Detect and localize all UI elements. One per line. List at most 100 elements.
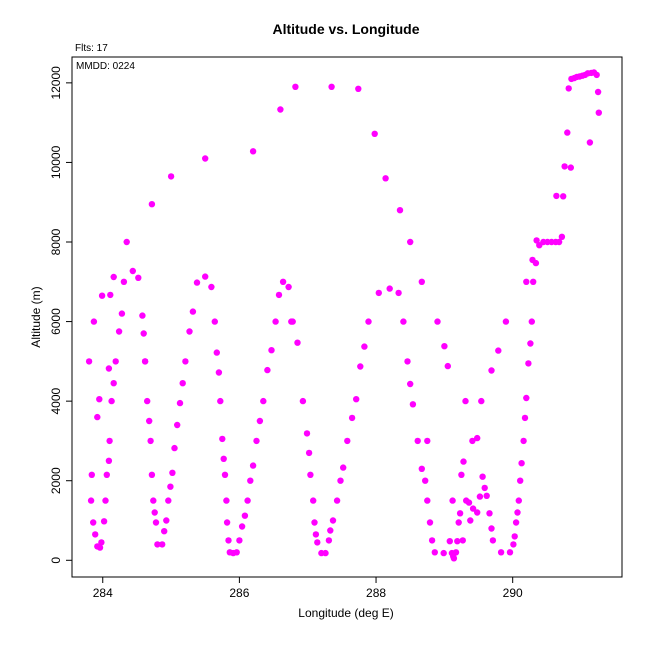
data-point [88, 471, 96, 478]
data-point [150, 497, 157, 504]
data-point [107, 291, 114, 299]
data-point [139, 312, 146, 319]
data-points [85, 69, 602, 562]
data-point [129, 267, 136, 275]
data-point [479, 473, 486, 480]
data-point [530, 278, 537, 285]
data-point [275, 291, 283, 299]
data-point [523, 278, 530, 285]
data-point [144, 397, 151, 405]
data-point [322, 549, 329, 557]
data-point [422, 477, 429, 484]
data-point [219, 435, 226, 443]
data-point [272, 318, 279, 325]
data-point [353, 396, 360, 403]
y-tick-label: 4000 [49, 387, 63, 414]
date-label: MMDD: 0224 [76, 61, 135, 72]
data-point [299, 397, 307, 405]
data-point [462, 397, 469, 405]
data-point [221, 471, 229, 478]
data-point [489, 537, 497, 544]
y-tick-label: 10000 [49, 145, 63, 179]
data-point [285, 283, 292, 291]
data-point [444, 362, 451, 370]
data-point [148, 201, 156, 208]
y-axis-label: Altitude (m) [29, 286, 43, 347]
data-point [215, 369, 223, 376]
data-point [400, 318, 407, 325]
data-point [311, 519, 318, 526]
data-point [140, 330, 147, 337]
x-axis: 284 286 288 290 [93, 576, 523, 600]
data-point [90, 318, 98, 325]
data-point [567, 164, 574, 171]
data-point [161, 528, 168, 535]
data-point [169, 469, 176, 476]
data-point [249, 148, 257, 155]
data-point [211, 318, 218, 325]
data-point [152, 519, 160, 526]
data-point [528, 318, 535, 325]
data-point [523, 394, 530, 402]
data-point [497, 549, 505, 556]
data-point [288, 318, 295, 325]
data-point [174, 421, 181, 429]
data-point [120, 278, 128, 285]
data-point [426, 519, 434, 526]
data-point [382, 175, 389, 182]
data-point [159, 541, 166, 548]
data-point [103, 471, 111, 478]
data-point [292, 83, 299, 91]
data-point [431, 549, 438, 556]
data-point [123, 238, 130, 246]
data-point [189, 308, 197, 315]
data-point [179, 380, 186, 387]
data-point [340, 464, 347, 471]
data-point [558, 233, 566, 240]
data-point [418, 278, 425, 285]
data-point [386, 285, 393, 292]
data-point [110, 273, 117, 281]
data-point [404, 358, 411, 365]
data-point [514, 509, 521, 516]
x-tick-label: 290 [503, 586, 523, 600]
data-point [236, 537, 243, 544]
data-point [441, 343, 448, 350]
data-point [92, 531, 99, 538]
chart-title: Altitude vs. Longitude [273, 21, 420, 37]
data-point [233, 549, 240, 556]
data-point [414, 437, 421, 445]
data-point [474, 509, 481, 516]
data-point [165, 497, 172, 504]
data-point [163, 517, 170, 524]
data-point [469, 505, 477, 512]
data-point [176, 399, 184, 407]
data-point [553, 192, 560, 200]
data-point [333, 497, 341, 504]
data-point [564, 129, 571, 136]
data-point [520, 437, 527, 445]
data-point [244, 497, 251, 504]
data-point [277, 106, 284, 113]
data-point [365, 318, 372, 325]
data-point [502, 318, 510, 325]
data-point [100, 518, 108, 525]
data-point [454, 538, 461, 545]
data-point [329, 517, 337, 524]
data-point [307, 471, 314, 478]
data-point [510, 541, 517, 548]
data-point [515, 497, 522, 504]
data-point [488, 367, 495, 374]
data-point [98, 292, 106, 299]
data-point [488, 525, 495, 532]
x-axis-label: Longitude (deg E) [298, 606, 393, 620]
data-point [396, 207, 404, 214]
data-point [355, 85, 362, 93]
data-point [465, 499, 473, 506]
data-point [223, 519, 231, 526]
data-point [357, 363, 364, 370]
data-point [478, 397, 485, 405]
data-point [348, 414, 356, 422]
data-point [85, 358, 93, 365]
